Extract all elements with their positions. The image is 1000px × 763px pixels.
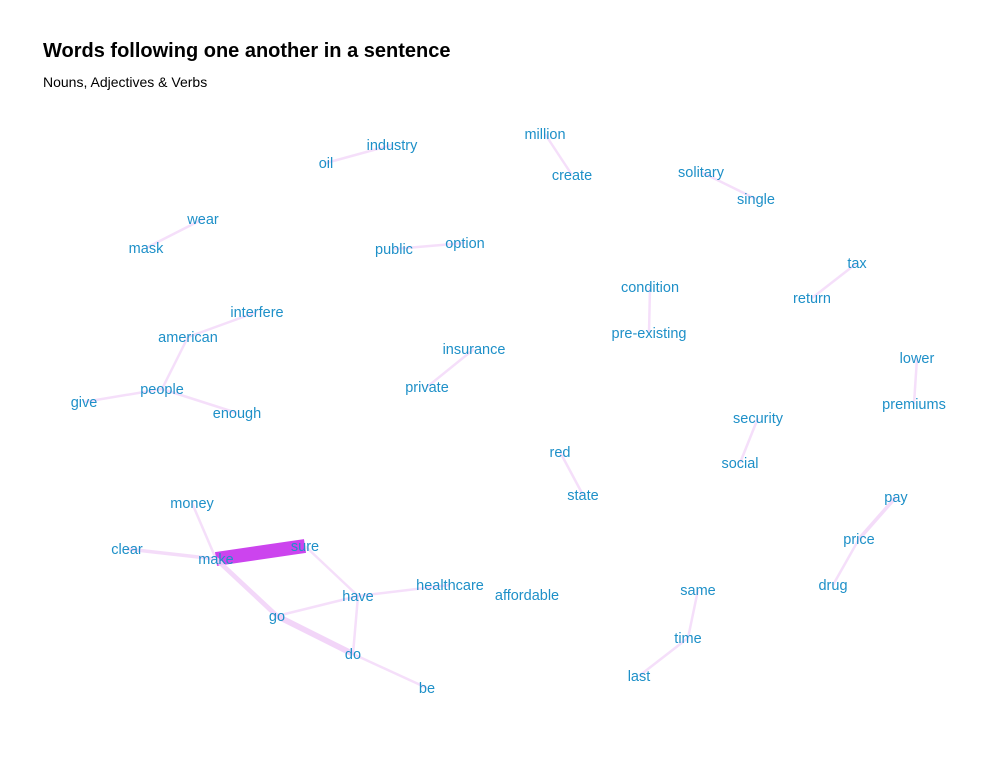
edge-sure-have <box>304 545 359 597</box>
edge-money-make <box>190 502 218 560</box>
edge-go-do <box>275 613 355 657</box>
node-label-time: time <box>674 631 701 647</box>
node-label-lower: lower <box>900 351 935 367</box>
node-label-go: go <box>269 609 285 625</box>
edge-same-time <box>686 589 700 639</box>
node-label-drug: drug <box>818 578 847 594</box>
chart-title: Words following one another in a sentenc… <box>43 40 450 62</box>
node-label-insurance: insurance <box>443 342 506 358</box>
edge-layer <box>83 133 919 690</box>
edge-mask-wear <box>145 217 204 250</box>
node-label-pay: pay <box>884 490 908 506</box>
node-label-do: do <box>345 647 361 663</box>
node-label-single: single <box>737 192 775 208</box>
node-label-affordable: affordable <box>495 588 559 604</box>
node-label-wear: wear <box>186 212 219 228</box>
node-label-option: option <box>445 236 485 252</box>
node-label-return: return <box>793 291 831 307</box>
edge-make-go <box>214 557 279 618</box>
chart-subtitle: Nouns, Adjectives & Verbs <box>43 74 207 90</box>
edge-clear-make <box>126 547 217 561</box>
node-label-tax: tax <box>847 256 867 272</box>
edge-make-sure <box>214 539 307 566</box>
node-layer: oil industry million create solitary single we… <box>71 127 946 697</box>
edge-american-people <box>160 336 190 390</box>
edge-go-have <box>276 594 359 618</box>
node-label-pre-existing: pre-existing <box>612 326 687 342</box>
edge-oil-industry <box>325 143 393 165</box>
node-label-make: make <box>198 552 233 568</box>
node-label-last: last <box>628 669 651 685</box>
edge-do-be <box>352 652 428 690</box>
edge-million-create <box>543 133 574 176</box>
edge-american-interfere <box>187 310 258 339</box>
node-label-price: price <box>843 532 874 548</box>
node-label-money: money <box>170 496 214 512</box>
node-label-clear: clear <box>111 542 143 558</box>
edge-solitary-single <box>700 170 757 201</box>
edge-give-people <box>83 387 163 404</box>
edge-have-do <box>351 595 360 655</box>
node-label-create: create <box>552 168 592 184</box>
edge-social-security <box>738 417 760 464</box>
node-label-people: people <box>140 382 184 398</box>
edge-people-enough <box>161 387 238 415</box>
node-label-security: security <box>733 411 784 427</box>
node-label-industry: industry <box>367 138 419 154</box>
node-label-public: public <box>375 242 413 258</box>
node-label-million: million <box>524 127 565 143</box>
edge-pay-price <box>857 495 898 541</box>
node-label-state: state <box>567 488 598 504</box>
edge-condition-pre-existing <box>647 286 652 334</box>
node-label-premiums: premiums <box>882 397 946 413</box>
node-label-healthcare: healthcare <box>416 578 484 594</box>
node-label-red: red <box>550 445 571 461</box>
edge-have-healthcare <box>357 583 451 598</box>
edge-drug-price <box>831 538 861 586</box>
node-label-social: social <box>721 456 758 472</box>
node-label-american: american <box>158 330 218 346</box>
node-label-solitary: solitary <box>678 165 725 181</box>
node-label-be: be <box>419 681 435 697</box>
edge-tax-return <box>811 262 858 299</box>
node-label-same: same <box>680 583 715 599</box>
edge-lower-premiums <box>912 357 919 405</box>
node-label-give: give <box>71 395 98 411</box>
edge-red-state <box>558 451 585 496</box>
node-label-private: private <box>405 380 449 396</box>
node-label-sure: sure <box>291 539 319 555</box>
node-label-oil: oil <box>319 156 334 172</box>
node-label-mask: mask <box>129 241 164 257</box>
node-label-have: have <box>342 589 373 605</box>
node-label-condition: condition <box>621 280 679 296</box>
node-label-interfere: interfere <box>230 305 283 321</box>
node-label-enough: enough <box>213 406 261 422</box>
edge-public-option <box>393 241 466 251</box>
edge-private-insurance <box>426 348 475 388</box>
edge-last-time <box>638 637 689 677</box>
